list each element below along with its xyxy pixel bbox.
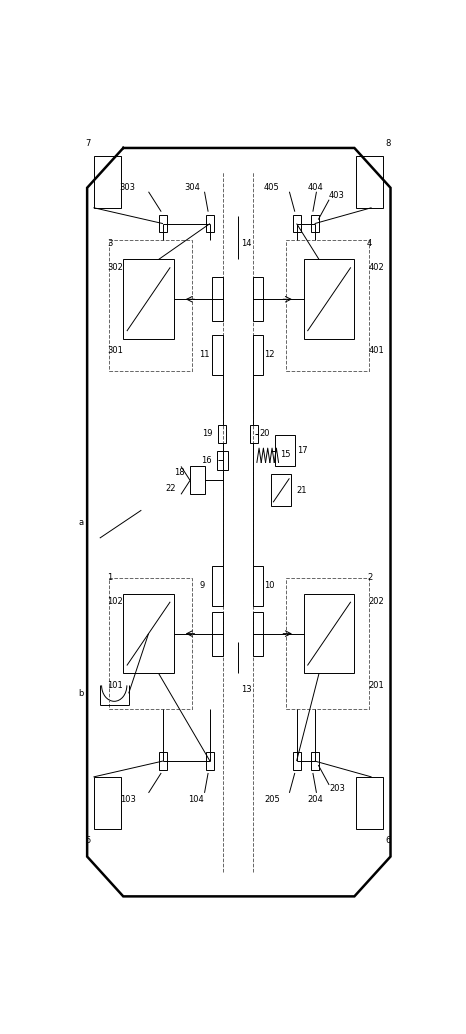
Text: 101: 101 bbox=[107, 680, 123, 690]
Text: 13: 13 bbox=[241, 685, 252, 694]
Text: 205: 205 bbox=[264, 795, 280, 803]
Bar bbox=[109, 240, 192, 371]
Bar bbox=[304, 594, 355, 673]
Bar bbox=[206, 215, 214, 233]
Text: 403: 403 bbox=[329, 191, 345, 201]
Text: 17: 17 bbox=[297, 446, 307, 455]
Text: 5: 5 bbox=[85, 837, 90, 845]
Bar bbox=[304, 260, 355, 339]
Text: 14: 14 bbox=[241, 239, 252, 248]
Text: 301: 301 bbox=[107, 346, 123, 356]
Bar bbox=[356, 777, 383, 828]
Text: 401: 401 bbox=[369, 346, 384, 356]
Text: 2: 2 bbox=[367, 574, 372, 582]
Bar bbox=[94, 777, 122, 828]
Bar bbox=[250, 425, 258, 443]
Bar bbox=[159, 215, 167, 233]
Bar bbox=[286, 578, 369, 709]
Bar bbox=[123, 594, 174, 673]
Text: 102: 102 bbox=[107, 598, 123, 606]
Bar bbox=[254, 566, 263, 606]
Bar bbox=[212, 335, 223, 375]
Bar bbox=[311, 215, 319, 233]
Bar bbox=[212, 566, 223, 606]
Bar bbox=[356, 156, 383, 208]
Bar bbox=[159, 753, 167, 769]
Bar bbox=[218, 425, 226, 443]
Bar bbox=[254, 612, 263, 656]
Bar bbox=[206, 753, 214, 769]
Text: 303: 303 bbox=[120, 183, 136, 192]
Bar bbox=[271, 475, 291, 507]
Bar bbox=[190, 466, 205, 494]
Text: 103: 103 bbox=[120, 795, 136, 803]
Bar bbox=[94, 156, 122, 208]
Text: 203: 203 bbox=[329, 785, 345, 793]
Bar bbox=[254, 277, 263, 322]
Bar bbox=[293, 215, 301, 233]
Bar bbox=[254, 335, 263, 375]
Text: 104: 104 bbox=[188, 795, 204, 803]
Text: 202: 202 bbox=[369, 598, 384, 606]
Bar bbox=[275, 434, 295, 466]
Text: 10: 10 bbox=[264, 581, 274, 590]
Text: 19: 19 bbox=[202, 429, 213, 438]
Text: 9: 9 bbox=[199, 581, 205, 590]
Text: 7: 7 bbox=[85, 140, 91, 149]
Text: 304: 304 bbox=[185, 183, 200, 192]
Text: 20: 20 bbox=[260, 429, 270, 438]
Text: 12: 12 bbox=[264, 351, 274, 360]
Text: 18: 18 bbox=[174, 468, 185, 477]
Bar bbox=[212, 612, 223, 656]
Bar bbox=[123, 260, 174, 339]
Text: 22: 22 bbox=[165, 484, 176, 493]
Text: 302: 302 bbox=[107, 263, 123, 272]
Bar bbox=[286, 240, 369, 371]
Text: 405: 405 bbox=[264, 183, 280, 192]
Text: 15: 15 bbox=[281, 450, 291, 459]
Text: 16: 16 bbox=[201, 456, 212, 465]
Text: 204: 204 bbox=[308, 795, 323, 803]
Text: 201: 201 bbox=[369, 680, 384, 690]
Bar bbox=[109, 578, 192, 709]
Text: a: a bbox=[78, 518, 83, 526]
Text: 404: 404 bbox=[308, 183, 323, 192]
Bar bbox=[212, 277, 223, 322]
Text: 6: 6 bbox=[385, 837, 391, 845]
Text: 4: 4 bbox=[367, 239, 372, 248]
Text: 21: 21 bbox=[297, 486, 307, 495]
Bar bbox=[311, 753, 319, 769]
Text: 1: 1 bbox=[107, 574, 112, 582]
Text: 402: 402 bbox=[369, 263, 384, 272]
Bar bbox=[293, 753, 301, 769]
Text: 11: 11 bbox=[199, 351, 210, 360]
Text: 3: 3 bbox=[107, 239, 112, 248]
Text: 8: 8 bbox=[385, 140, 391, 149]
Text: b: b bbox=[78, 689, 83, 698]
Bar bbox=[217, 451, 228, 470]
